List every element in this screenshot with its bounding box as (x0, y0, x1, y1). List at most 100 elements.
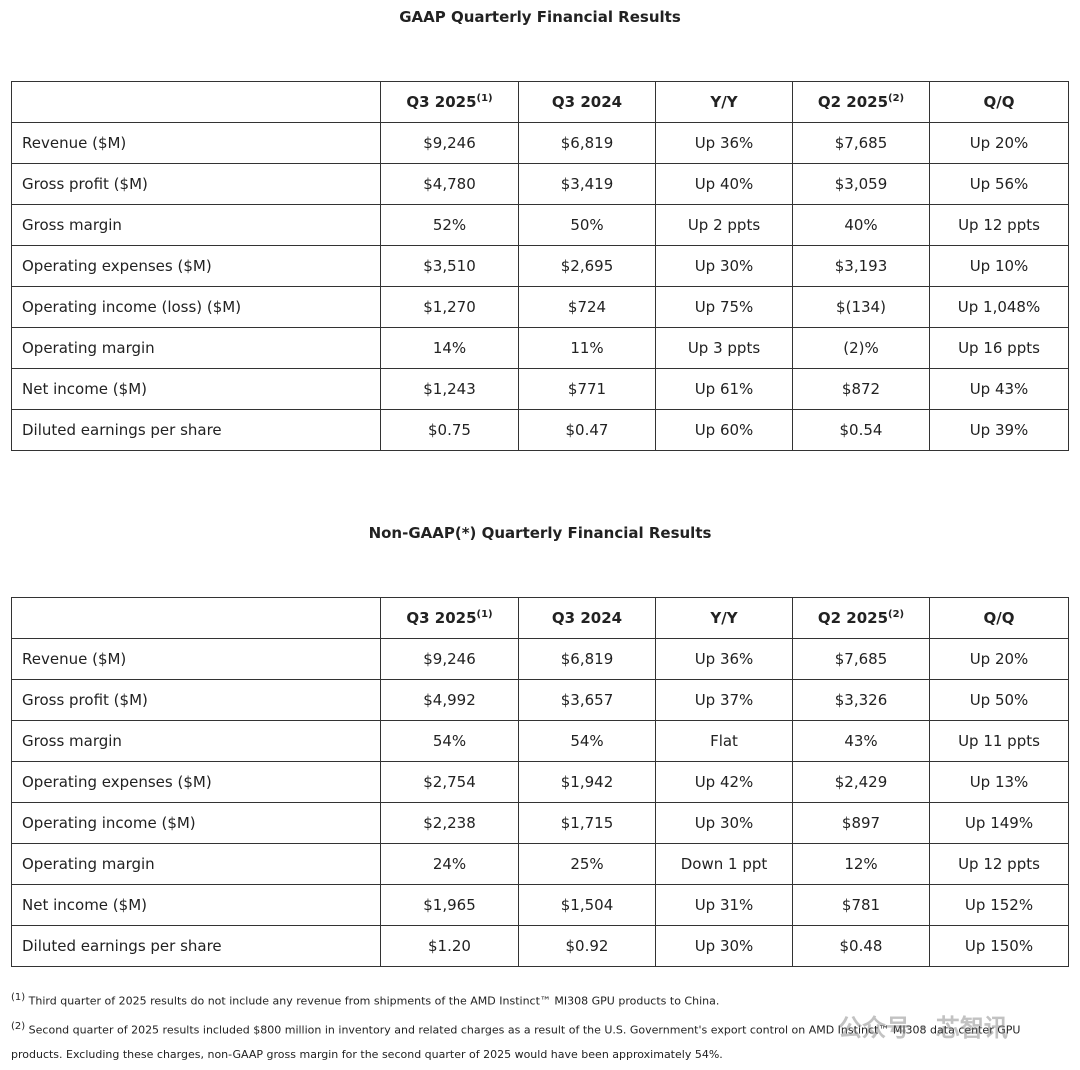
data-row: Diluted earnings per share $0.75 $0.47 Up 6… (11, 409, 1069, 451)
data-row: Operating expenses ($M) $2,754 $1,942 Up 42… (11, 761, 1069, 803)
value-cell: $1,243 (380, 368, 519, 410)
value-cell: $781 (792, 884, 930, 926)
value-cell: $2,754 (380, 761, 519, 803)
data-row: Gross profit ($M) $4,992 $3,657 Up 37% $3,32… (11, 679, 1069, 721)
value-cell: $0.48 (792, 925, 930, 967)
data-row: Diluted earnings per share $1.20 $0.92 Up 3… (11, 925, 1069, 967)
value-cell: 14% (380, 327, 519, 369)
footnote-marker: (1) (11, 992, 26, 1003)
value-cell: $4,992 (380, 679, 519, 721)
value-cell: Up 61% (655, 368, 793, 410)
value-cell: $1,942 (518, 761, 656, 803)
value-cell: $2,238 (380, 802, 519, 844)
value-cell: Up 60% (655, 409, 793, 451)
data-row: Gross margin 52% 50% Up 2 ppts 40% Up 12 ppts (11, 204, 1069, 246)
data-row: Operating income ($M) $2,238 $1,715 Up 30% $… (11, 802, 1069, 844)
value-cell: $1,270 (380, 286, 519, 328)
value-cell: $872 (792, 368, 930, 410)
value-cell: $0.47 (518, 409, 656, 451)
value-cell: $1,504 (518, 884, 656, 926)
data-row: Net income ($M) $1,243 $771 Up 61% $872 Up 43… (11, 368, 1069, 410)
value-cell: $1,965 (380, 884, 519, 926)
row-label: Operating margin (11, 327, 381, 369)
financial-table: Q3 2025(1) Q3 2024 Y/Y Q2 2025(2) Q/Q Revenue… (11, 597, 1069, 967)
value-cell: Up 20% (929, 122, 1069, 164)
value-cell: Up 12 ppts (929, 204, 1069, 246)
value-cell: 54% (380, 720, 519, 762)
header-cell (11, 597, 381, 639)
row-label: Operating expenses ($M) (11, 761, 381, 803)
value-cell: 52% (380, 204, 519, 246)
data-row: Operating expenses ($M) $3,510 $2,695 Up 30… (11, 245, 1069, 287)
value-cell: $9,246 (380, 122, 519, 164)
header-cell: Q2 2025(2) (792, 81, 930, 123)
header-cell (11, 81, 381, 123)
value-cell: $3,657 (518, 679, 656, 721)
footnote-text: Second quarter of 2025 results included … (11, 1023, 1021, 1062)
value-cell: Up 50% (929, 679, 1069, 721)
value-cell: Flat (655, 720, 793, 762)
value-cell: $724 (518, 286, 656, 328)
data-row: Revenue ($M) $9,246 $6,819 Up 36% $7,685 Up 2… (11, 122, 1069, 164)
value-cell: $3,059 (792, 163, 930, 205)
value-cell: Up 40% (655, 163, 793, 205)
row-label: Operating income (loss) ($M) (11, 286, 381, 328)
data-row: Revenue ($M) $9,246 $6,819 Up 36% $7,685 Up 2… (11, 638, 1069, 680)
value-cell: $9,246 (380, 638, 519, 680)
value-cell: Up 36% (655, 638, 793, 680)
value-cell: 24% (380, 843, 519, 885)
footnotes: (1) Third quarter of 2025 results do not… (11, 985, 1041, 1067)
value-cell: $1.20 (380, 925, 519, 967)
footnote-marker: (2) (11, 1020, 26, 1032)
row-label: Diluted earnings per share (11, 925, 381, 967)
value-cell: $3,419 (518, 163, 656, 205)
value-cell: Up 2 ppts (655, 204, 793, 246)
value-cell: $0.75 (380, 409, 519, 451)
value-cell: Up 56% (929, 163, 1069, 205)
value-cell: $2,429 (792, 761, 930, 803)
value-cell: $3,510 (380, 245, 519, 287)
value-cell: 40% (792, 204, 930, 246)
value-cell: $897 (792, 802, 930, 844)
value-cell: Up 13% (929, 761, 1069, 803)
value-cell: Up 3 ppts (655, 327, 793, 369)
value-cell: Up 12 ppts (929, 843, 1069, 885)
financial-table: Q3 2025(1) Q3 2024 Y/Y Q2 2025(2) Q/Q Revenue… (11, 81, 1069, 451)
header-text: Y/Y (710, 609, 738, 627)
data-row: Net income ($M) $1,965 $1,504 Up 31% $781 Up … (11, 884, 1069, 926)
header-cell: Q3 2024 (518, 81, 656, 123)
row-label: Operating expenses ($M) (11, 245, 381, 287)
value-cell: Up 149% (929, 802, 1069, 844)
value-cell: Up 30% (655, 245, 793, 287)
value-cell: Up 11 ppts (929, 720, 1069, 762)
value-cell: Up 10% (929, 245, 1069, 287)
value-cell: $4,780 (380, 163, 519, 205)
value-cell: Up 43% (929, 368, 1069, 410)
value-cell: Up 152% (929, 884, 1069, 926)
value-cell: $(134) (792, 286, 930, 328)
value-cell: 25% (518, 843, 656, 885)
header-cell: Y/Y (655, 81, 793, 123)
value-cell: Up 150% (929, 925, 1069, 967)
table-title: GAAP Quarterly Financial Results (399, 8, 681, 26)
header-row: Q3 2025(1) Q3 2024 Y/Y Q2 2025(2) Q/Q (11, 597, 1069, 639)
header-text: Y/Y (710, 93, 738, 111)
header-note: (2) (888, 609, 905, 620)
data-row: Operating margin 14% 11% Up 3 ppts (2)% Up 16… (11, 327, 1069, 369)
value-cell: 43% (792, 720, 930, 762)
value-cell: $6,819 (518, 638, 656, 680)
row-label: Gross margin (11, 204, 381, 246)
footnote: (2) Second quarter of 2025 results inclu… (11, 1014, 1041, 1068)
header-text: Q/Q (983, 93, 1015, 111)
header-cell: Y/Y (655, 597, 793, 639)
value-cell: $771 (518, 368, 656, 410)
value-cell: Up 20% (929, 638, 1069, 680)
row-label: Net income ($M) (11, 368, 381, 410)
value-cell: $0.54 (792, 409, 930, 451)
header-note: (2) (888, 93, 905, 104)
header-cell: Q3 2025(1) (380, 81, 519, 123)
data-row: Gross profit ($M) $4,780 $3,419 Up 40% $3,05… (11, 163, 1069, 205)
header-text: Q/Q (983, 609, 1015, 627)
value-cell: $1,715 (518, 802, 656, 844)
